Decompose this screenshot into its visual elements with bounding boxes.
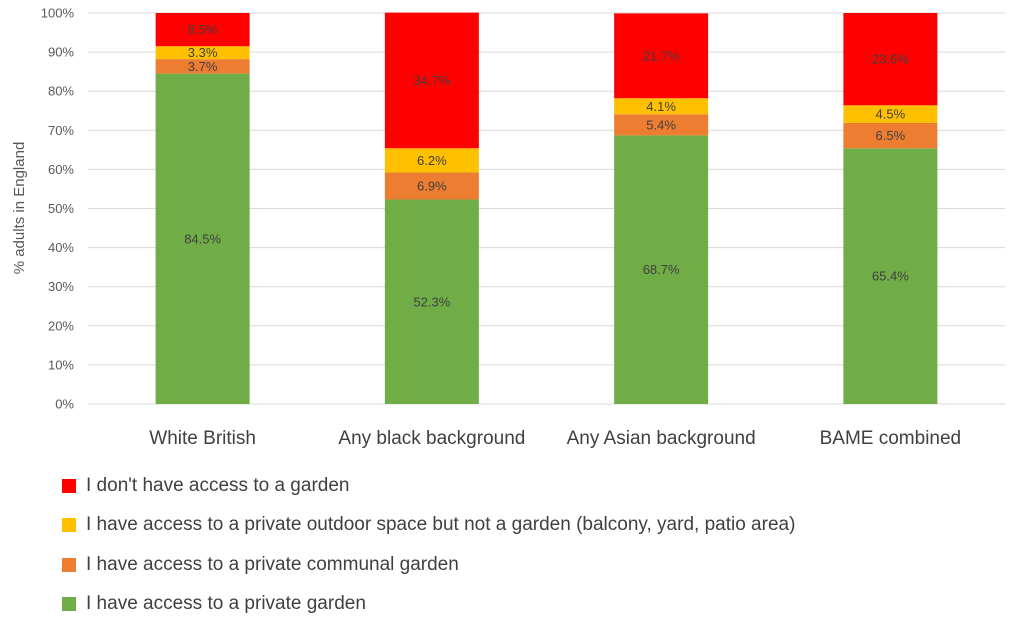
- legend-label: I have access to a private garden: [86, 593, 366, 615]
- legend-label: I don't have access to a garden: [86, 475, 349, 497]
- y-tick-label: 30%: [48, 279, 74, 294]
- data-label: 3.7%: [188, 59, 218, 74]
- y-tick-label: 40%: [48, 240, 74, 255]
- x-axis-categories: White British Any black background Any Asi…: [149, 428, 961, 449]
- y-tick-label: 50%: [48, 201, 74, 216]
- legend-item: I have access to a private communal gard…: [62, 545, 795, 585]
- legend-label: I have access to a private communal gard…: [86, 554, 459, 576]
- x-category-label: Any Asian background: [567, 428, 756, 449]
- y-tick-label: 20%: [48, 318, 74, 333]
- data-label: 65.4%: [872, 269, 909, 284]
- legend-swatch: [62, 558, 76, 572]
- data-label: 6.2%: [417, 153, 447, 168]
- data-label: 3.3%: [188, 45, 218, 60]
- data-label: 84.5%: [184, 231, 221, 246]
- y-tick-label: 80%: [48, 84, 74, 99]
- y-axis-label: % adults in England: [11, 142, 28, 275]
- data-label: 6.5%: [876, 128, 906, 143]
- data-label: 52.3%: [413, 294, 450, 309]
- data-label: 4.1%: [646, 99, 676, 114]
- legend-swatch: [62, 518, 76, 532]
- y-tick-label: 10%: [48, 357, 74, 372]
- legend-label: I have access to a private outdoor space…: [86, 514, 795, 536]
- y-axis-ticks: 0% 10% 20% 30% 40% 50% 60% 70% 80% 90% 100%: [41, 6, 75, 412]
- legend-swatch: [62, 597, 76, 611]
- data-label: 21.7%: [643, 48, 680, 63]
- data-label: 23.6%: [872, 52, 909, 67]
- x-category-label: White British: [149, 428, 256, 449]
- legend: I don't have access to a garden I have ac…: [62, 466, 795, 624]
- data-label: 8.5%: [188, 22, 218, 37]
- data-label: 6.9%: [417, 179, 447, 194]
- y-tick-label: 60%: [48, 162, 74, 177]
- legend-item: I have access to a private outdoor space…: [62, 506, 795, 546]
- data-label: 5.4%: [646, 117, 676, 132]
- x-category-label: BAME combined: [820, 428, 962, 449]
- stacked-bar-chart: 0% 10% 20% 30% 40% 50% 60% 70% 80% 90% 100% % adul…: [0, 0, 1015, 465]
- data-label: 4.5%: [876, 107, 906, 122]
- x-category-label: Any black background: [338, 428, 525, 449]
- data-label: 68.7%: [643, 262, 680, 277]
- y-tick-label: 0%: [55, 397, 74, 412]
- legend-swatch: [62, 479, 76, 493]
- data-label: 34.7%: [413, 73, 450, 88]
- y-tick-label: 70%: [48, 123, 74, 138]
- y-tick-label: 90%: [48, 45, 74, 60]
- legend-item: I have access to a private garden: [62, 585, 795, 624]
- y-tick-label: 100%: [41, 6, 75, 21]
- legend-item: I don't have access to a garden: [62, 466, 795, 506]
